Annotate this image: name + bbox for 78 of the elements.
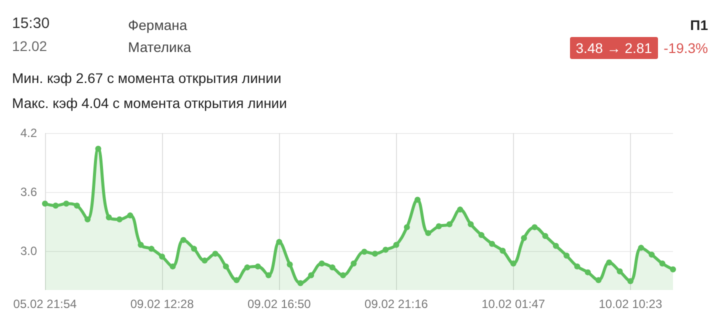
- point: [648, 252, 655, 258]
- point: [234, 277, 240, 284]
- point: [63, 200, 70, 207]
- point: [436, 223, 442, 230]
- y-tick-label: 4.2: [20, 126, 38, 140]
- point: [446, 221, 452, 228]
- text: Фермана: [128, 17, 188, 33]
- point: [584, 269, 591, 276]
- x-tick-label: 09.02 16:50: [247, 297, 312, 311]
- text: Мателика: [128, 39, 192, 55]
- text: Мин. кэф 2.67 с момента открытия линии: [12, 70, 282, 86]
- point: [393, 242, 400, 248]
- text: 12.02: [12, 38, 48, 54]
- point: [202, 258, 208, 264]
- text: -19.3%: [664, 40, 708, 56]
- point: [276, 238, 282, 245]
- point: [52, 202, 59, 209]
- point: [329, 264, 336, 270]
- point: [266, 272, 272, 278]
- point: [468, 221, 474, 228]
- point: [308, 272, 314, 278]
- x-tick-label: 10.02 01:47: [482, 297, 546, 311]
- x-tick-label: 05.02 21:54: [13, 297, 78, 311]
- point: [170, 263, 176, 270]
- y-tick-label: 3.6: [20, 184, 38, 199]
- point: [254, 263, 261, 270]
- point: [42, 200, 48, 207]
- point: [222, 263, 229, 270]
- point: [180, 236, 186, 243]
- point: [84, 216, 91, 222]
- point: [361, 248, 368, 255]
- point: [670, 266, 676, 272]
- point: [148, 246, 154, 252]
- point: [659, 260, 666, 267]
- x-tick-label: 09.02 12:28: [130, 297, 194, 311]
- point: [552, 242, 559, 249]
- point: [478, 232, 484, 238]
- point: [627, 278, 634, 284]
- point: [106, 214, 112, 220]
- point: [159, 254, 166, 260]
- point: [616, 268, 623, 274]
- point: [350, 260, 357, 267]
- point: [244, 264, 250, 270]
- point: [127, 212, 134, 218]
- point: [382, 246, 389, 253]
- point: [564, 252, 570, 259]
- x-tick-label: 09.02 21:16: [364, 297, 428, 311]
- point: [404, 224, 410, 230]
- point: [532, 224, 538, 230]
- text: 15:30: [12, 15, 50, 32]
- text: П1: [690, 17, 708, 33]
- text: Макс. кэф 4.04 с момента открытия линии: [12, 95, 287, 111]
- point: [520, 234, 527, 241]
- point: [138, 242, 144, 248]
- point: [116, 216, 123, 222]
- point: [297, 280, 304, 286]
- point: [191, 246, 198, 252]
- x-tick-label: 10.02 10:23: [598, 297, 662, 311]
- point: [606, 260, 612, 266]
- point: [425, 230, 432, 236]
- point: [489, 240, 496, 247]
- point: [500, 248, 506, 254]
- text: 3.48 → 2.81: [570, 37, 658, 59]
- point: [574, 263, 580, 270]
- point: [74, 202, 80, 209]
- point: [286, 261, 293, 268]
- point: [372, 250, 378, 257]
- point: [638, 244, 644, 251]
- point: [318, 260, 325, 267]
- point: [457, 206, 464, 213]
- point: [542, 233, 548, 240]
- point: [95, 146, 102, 152]
- point: [212, 250, 218, 257]
- point: [596, 277, 602, 284]
- point: [510, 260, 516, 267]
- y-tick-label: 3.0: [20, 244, 38, 258]
- point: [414, 196, 421, 203]
- point: [340, 272, 346, 278]
